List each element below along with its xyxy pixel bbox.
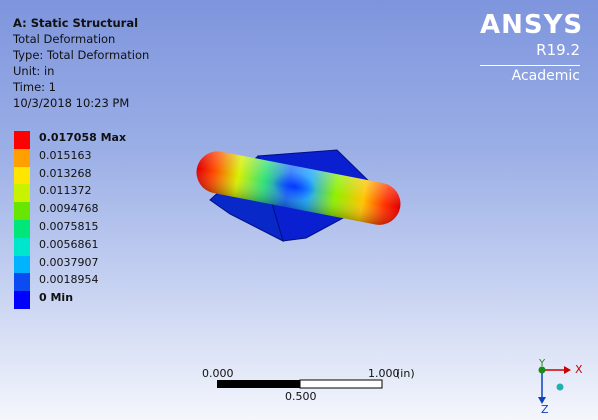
brand-divider	[480, 65, 580, 66]
scale-bar-mid-label: 0.500	[285, 390, 317, 403]
result-timestamp: 10/3/2018 10:23 PM	[13, 96, 130, 110]
legend-color-swatch	[14, 131, 30, 149]
legend-color-swatch	[14, 148, 30, 167]
legend-color-swatch	[14, 255, 30, 274]
legend-value-label: 0 Min	[39, 291, 74, 305]
triad-x-label: X	[575, 363, 583, 376]
legend-color-swatch	[14, 291, 30, 309]
scale-bar-black-segment	[217, 380, 300, 388]
legend-color-swatch	[14, 237, 30, 256]
result-name: Total Deformation	[13, 32, 116, 46]
legend-color-swatch	[14, 166, 30, 185]
legend-color-swatch	[14, 184, 30, 203]
pipe-beam	[196, 151, 401, 225]
legend-value-label: 0.011372	[39, 184, 92, 198]
result-time: Time: 1	[13, 80, 56, 94]
ansys-edition: Academic	[511, 68, 580, 84]
axis-triad[interactable]	[538, 366, 571, 404]
legend-value-label: 0.0094768	[39, 202, 99, 216]
result-type: Type: Total Deformation	[13, 48, 150, 62]
analysis-title: A: Static Structural	[13, 16, 139, 30]
ansys-version: R19.2	[536, 41, 580, 59]
scale-bar-white-segment	[299, 379, 383, 389]
scale-bar-unit: (in)	[396, 367, 415, 380]
legend-value-label: 0.013268	[39, 166, 92, 180]
legend-value-label: 0.0018954	[39, 273, 99, 287]
scale-bar	[217, 379, 383, 389]
result-info-panel: A: Static Structural Total Deformation T…	[13, 15, 149, 111]
ansys-logo: ANSYS	[480, 10, 584, 40]
legend-value-label: 0.017058 Max	[39, 131, 127, 144]
scale-bar-left-label: 0.000	[202, 367, 234, 380]
deformed-model[interactable]	[193, 148, 404, 242]
legend-color-swatch	[14, 202, 30, 220]
result-unit: Unit: in	[13, 64, 55, 78]
legend-value-label: 0.0075815	[39, 219, 99, 233]
triad-isometric-ball	[556, 383, 564, 391]
legend-color-swatch	[14, 273, 30, 292]
scale-bar-right-label: 1.000	[368, 367, 400, 380]
legend-color-swatch	[14, 219, 30, 238]
legend-value-label: 0.0037907	[39, 255, 99, 269]
triad-y-label: Y	[539, 358, 546, 369]
legend-value-label: 0.0056861	[39, 237, 99, 251]
legend-value-label: 0.015163	[39, 148, 92, 162]
triad-z-label: Z	[541, 403, 549, 416]
ansys-brand: ANSYS R19.2 Academic	[480, 10, 584, 84]
